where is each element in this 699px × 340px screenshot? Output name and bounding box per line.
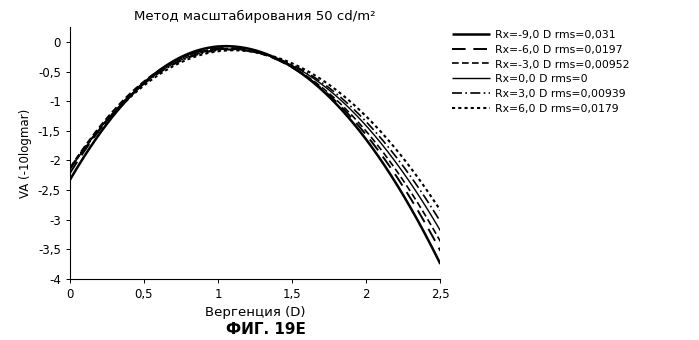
Rx=0,0 D rms=0 [302,72,310,76]
Rx=3,0 D rms=0,00939 [281,59,289,64]
Rx=6,0 D rms=0,0179 [281,58,289,63]
Rx=0,0 D rms=0 [89,136,97,140]
Rx=6,0 D rms=0,0179 [291,63,299,67]
Rx=-9,0 D rms=0,031 [436,262,445,266]
Text: ФИГ. 19Е: ФИГ. 19Е [226,322,305,337]
Rx=-9,0 D rms=0,031 [347,119,356,123]
Rx=0,0 D rms=0 [385,152,394,156]
Rx=-9,0 D rms=0,031 [291,67,299,71]
Rx=-3,0 D rms=0,00952 [281,62,289,66]
Rx=-3,0 D rms=0,00952 [436,239,445,243]
Rx=3,0 D rms=0,00939 [291,64,299,68]
Rx=-9,0 D rms=0,031 [281,61,289,65]
Line: Rx=3,0 D rms=0,00939: Rx=3,0 D rms=0,00939 [70,50,440,222]
Rx=-9,0 D rms=0,031 [302,75,310,79]
Rx=-9,0 D rms=0,031 [89,142,97,146]
Rx=0,0 D rms=0 [291,65,299,69]
Rx=3,0 D rms=0,00939 [89,135,97,139]
Rx=3,0 D rms=0,00939 [302,70,310,74]
Rx=3,0 D rms=0,00939 [66,166,74,170]
Rx=-6,0 D rms=0,0197 [222,46,230,50]
Rx=-3,0 D rms=0,00952 [385,159,394,163]
Rx=0,0 D rms=0 [66,168,74,172]
Rx=-3,0 D rms=0,00952 [347,113,356,117]
Rx=-3,0 D rms=0,00952 [66,166,74,170]
Rx=-9,0 D rms=0,031 [222,44,230,48]
Rx=0,0 D rms=0 [347,108,356,112]
Rx=-6,0 D rms=0,0197 [436,249,445,253]
Line: Rx=6,0 D rms=0,0179: Rx=6,0 D rms=0,0179 [70,50,440,210]
Rx=3,0 D rms=0,00939 [226,48,234,52]
Rx=6,0 D rms=0,0179 [89,136,97,140]
Rx=-6,0 D rms=0,0197 [66,171,74,175]
Rx=0,0 D rms=0 [281,60,289,64]
Rx=-6,0 D rms=0,0197 [281,62,289,66]
X-axis label: Вергенция (D): Вергенция (D) [205,306,305,319]
Rx=3,0 D rms=0,00939 [436,220,445,224]
Line: Rx=0,0 D rms=0: Rx=0,0 D rms=0 [70,49,440,231]
Title: Метод масштабирования 50 cd/m²: Метод масштабирования 50 cd/m² [134,10,376,23]
Rx=-3,0 D rms=0,00952 [291,67,299,71]
Rx=-6,0 D rms=0,0197 [291,67,299,71]
Rx=-6,0 D rms=0,0197 [347,116,356,120]
Rx=-6,0 D rms=0,0197 [385,164,394,168]
Rx=-9,0 D rms=0,031 [66,178,74,182]
Legend: Rx=-9,0 D rms=0,031, Rx=-6,0 D rms=0,0197, Rx=-3,0 D rms=0,00952, Rx=0,0 D rms=0: Rx=-9,0 D rms=0,031, Rx=-6,0 D rms=0,019… [449,28,632,116]
Rx=6,0 D rms=0,0179 [385,139,394,143]
Rx=-3,0 D rms=0,00952 [222,47,230,51]
Line: Rx=-9,0 D rms=0,031: Rx=-9,0 D rms=0,031 [70,46,440,264]
Rx=6,0 D rms=0,0179 [436,208,445,212]
Rx=0,0 D rms=0 [224,47,233,51]
Rx=6,0 D rms=0,0179 [347,100,356,104]
Rx=6,0 D rms=0,0179 [229,48,237,52]
Rx=6,0 D rms=0,0179 [302,68,310,72]
Rx=-6,0 D rms=0,0197 [89,137,97,141]
Y-axis label: VA (-10logmar): VA (-10logmar) [20,108,32,198]
Rx=6,0 D rms=0,0179 [66,167,74,171]
Rx=-3,0 D rms=0,00952 [302,74,310,78]
Line: Rx=-6,0 D rms=0,0197: Rx=-6,0 D rms=0,0197 [70,48,440,251]
Rx=-3,0 D rms=0,00952 [89,134,97,138]
Rx=3,0 D rms=0,00939 [385,146,394,150]
Rx=3,0 D rms=0,00939 [347,105,356,109]
Rx=-9,0 D rms=0,031 [385,171,394,175]
Rx=-6,0 D rms=0,0197 [302,74,310,79]
Rx=0,0 D rms=0 [436,229,445,233]
Line: Rx=-3,0 D rms=0,00952: Rx=-3,0 D rms=0,00952 [70,49,440,241]
